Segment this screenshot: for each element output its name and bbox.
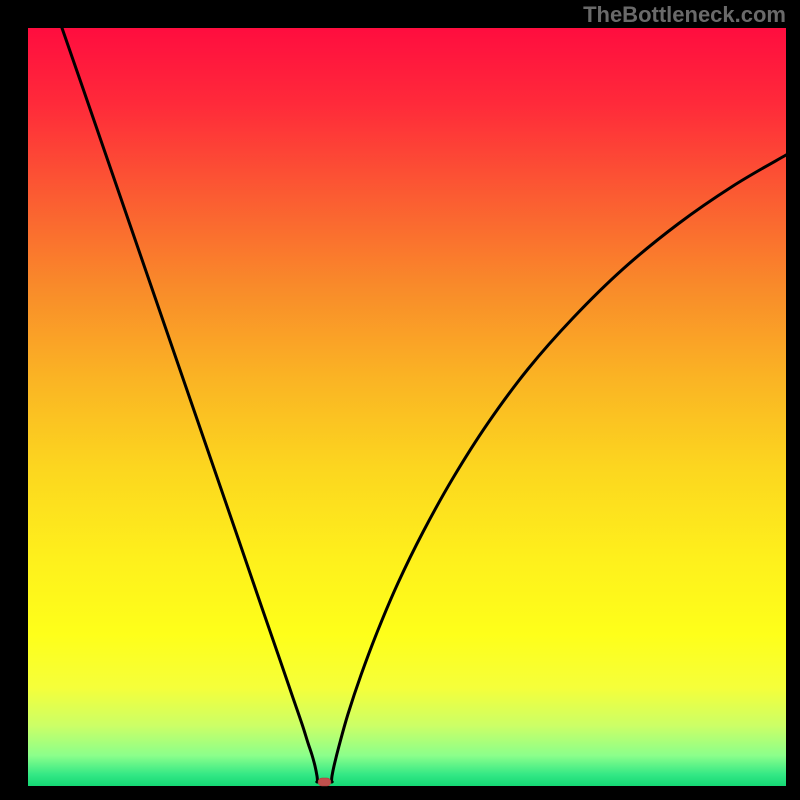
bottleneck-chart: TheBottleneck.com xyxy=(0,0,800,800)
optimal-marker xyxy=(318,778,331,786)
chart-container: TheBottleneck.com xyxy=(0,0,800,800)
plot-area xyxy=(28,28,786,786)
watermark-text: TheBottleneck.com xyxy=(583,2,786,27)
